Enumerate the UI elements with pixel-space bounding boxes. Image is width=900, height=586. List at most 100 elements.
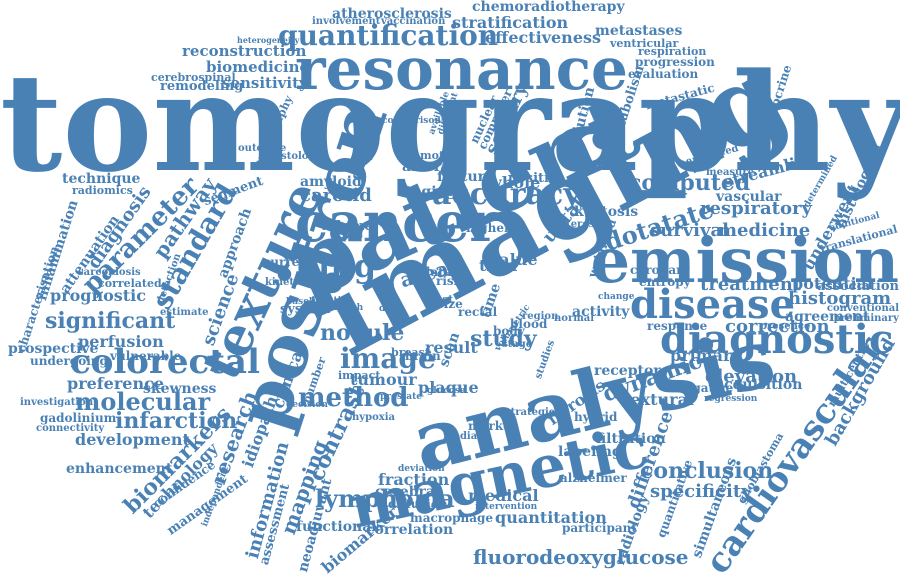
word-deviation: deviation	[398, 464, 445, 474]
word-motion: motion	[420, 149, 464, 162]
word-vascular: vascular	[716, 189, 782, 205]
word-method: method	[298, 383, 409, 413]
word-receptor: receptor	[594, 363, 661, 379]
word-respiratory: respiratory	[700, 198, 812, 219]
word-coronary: coronary	[630, 263, 690, 277]
word-dual: dual	[379, 304, 402, 314]
word-intervention: intervention	[475, 502, 538, 512]
word-median: median	[443, 431, 485, 442]
word-hybrid: hybrid	[574, 410, 618, 424]
word-reconstruction: reconstruction	[182, 42, 307, 60]
word-change: change	[598, 292, 635, 302]
word-effectiveness: effectiveness	[485, 28, 602, 47]
word-progression: progression	[635, 55, 715, 69]
word-system: system	[280, 302, 331, 317]
word-carotid: carotid	[300, 185, 372, 206]
word-preliminary: preliminary	[833, 313, 899, 324]
word-cancer: cancer	[295, 190, 498, 254]
word-enhancement: enhancement	[66, 461, 173, 477]
word-participant: participant	[562, 521, 637, 535]
word-preference: preference	[67, 374, 165, 393]
word-kurtosis: kurtosis	[574, 204, 639, 220]
word-hypoxia: hypoxia	[352, 412, 395, 423]
word-acquisition: acquisition	[715, 377, 803, 393]
word-diffusion: diffusion	[388, 497, 448, 511]
word-radiomics: radiomics	[72, 184, 133, 197]
word-cost: cost	[428, 293, 454, 306]
word-diagnostic: diagnostic	[660, 316, 894, 363]
word-baseline: baseline	[286, 297, 329, 307]
word-elevation: elevation	[705, 366, 798, 387]
word-skewness: skewness	[143, 381, 217, 397]
word-agreement: agreement	[785, 309, 870, 325]
word-textural: textural	[623, 390, 695, 409]
word-remodeling: remodeling	[160, 79, 244, 94]
word-computed: computed	[628, 170, 751, 196]
word-stage: stage	[502, 339, 533, 350]
word-amyloid: amyloid	[300, 174, 362, 190]
word-connectivity: connectivity	[36, 423, 105, 434]
word-sensitivity: sensitivity	[222, 74, 308, 92]
word-vulnerable: vulnerable	[110, 349, 182, 363]
word-glucose: glucose	[427, 386, 466, 396]
word-fraction: fraction	[378, 470, 450, 489]
word-prostate: prostate	[380, 392, 422, 402]
word-measure: measure	[706, 167, 754, 178]
word-technique: technique	[62, 171, 141, 187]
word-correlation: correlation	[366, 522, 454, 538]
word-size: size	[437, 297, 463, 311]
word-quantitation: quantitation	[495, 508, 607, 527]
word-whole: whole	[488, 173, 541, 192]
word-negative: negative	[676, 381, 734, 395]
word-treatment: treatment	[700, 274, 802, 295]
word-filtration: filtration	[596, 431, 666, 447]
word-alzheimer: alzheimer	[560, 471, 627, 485]
word-current: current	[263, 255, 314, 269]
word-biomedicine: biomedicine	[206, 58, 310, 76]
word-evaluation: evaluation	[628, 67, 699, 81]
word-feature: feature	[437, 169, 494, 185]
word-stratification: stratification	[452, 13, 569, 32]
word-potential: potential	[792, 274, 873, 293]
word-prognostic: prognostic	[50, 286, 146, 305]
word-macrophage: macrophage	[410, 511, 494, 525]
word-ventricular: ventricular	[610, 37, 679, 50]
word-infarction: infarction	[115, 408, 238, 434]
word-gadolinium: gadolinium	[40, 411, 117, 425]
word-association: association	[816, 279, 899, 294]
word-function: function	[311, 296, 354, 306]
word-accuracy: accuracy	[432, 177, 581, 212]
word-survival: survival	[650, 220, 729, 241]
word-study: study	[470, 326, 537, 352]
word-medicine: medicine	[718, 220, 811, 241]
word-specificity: specificity	[650, 481, 752, 502]
word-estimate: estimate	[160, 307, 209, 318]
word-medical: medical	[468, 486, 539, 505]
word-lung: lung	[295, 247, 377, 285]
word-colorectal: colorectal	[70, 342, 260, 382]
word-investigation: investigation	[20, 397, 94, 408]
word-outcome: outcome	[238, 143, 287, 154]
word-comparison: comparison	[382, 116, 441, 126]
word-staging: staging	[398, 184, 457, 200]
word-breast: breast	[391, 346, 430, 359]
word-vaccination: vaccination	[381, 16, 446, 27]
word-higher: higher	[466, 221, 511, 235]
word-normal: normal	[554, 313, 595, 324]
word-impact: impact	[338, 369, 381, 382]
word-correction: correction	[725, 316, 830, 337]
word-quantification: quantification	[278, 19, 499, 52]
word-kinetic: kinetic	[265, 277, 304, 288]
word-positive: positive	[508, 171, 565, 186]
word-fluorodeoxyglucose: fluorodeoxyglucose	[473, 545, 689, 569]
word-heterogeneity: heterogeneity	[237, 35, 300, 45]
word-result: result	[425, 338, 478, 357]
word-regression: regression	[704, 394, 758, 404]
word-blood: blood	[510, 317, 548, 331]
word-atherosclerosis: atherosclerosis	[332, 6, 452, 22]
word-image: image	[340, 342, 436, 375]
word-plaque: plaque	[418, 378, 479, 397]
word-strategies: strategies	[505, 407, 561, 418]
word-significant: significant	[45, 308, 176, 334]
word-primary: primary	[670, 346, 741, 365]
